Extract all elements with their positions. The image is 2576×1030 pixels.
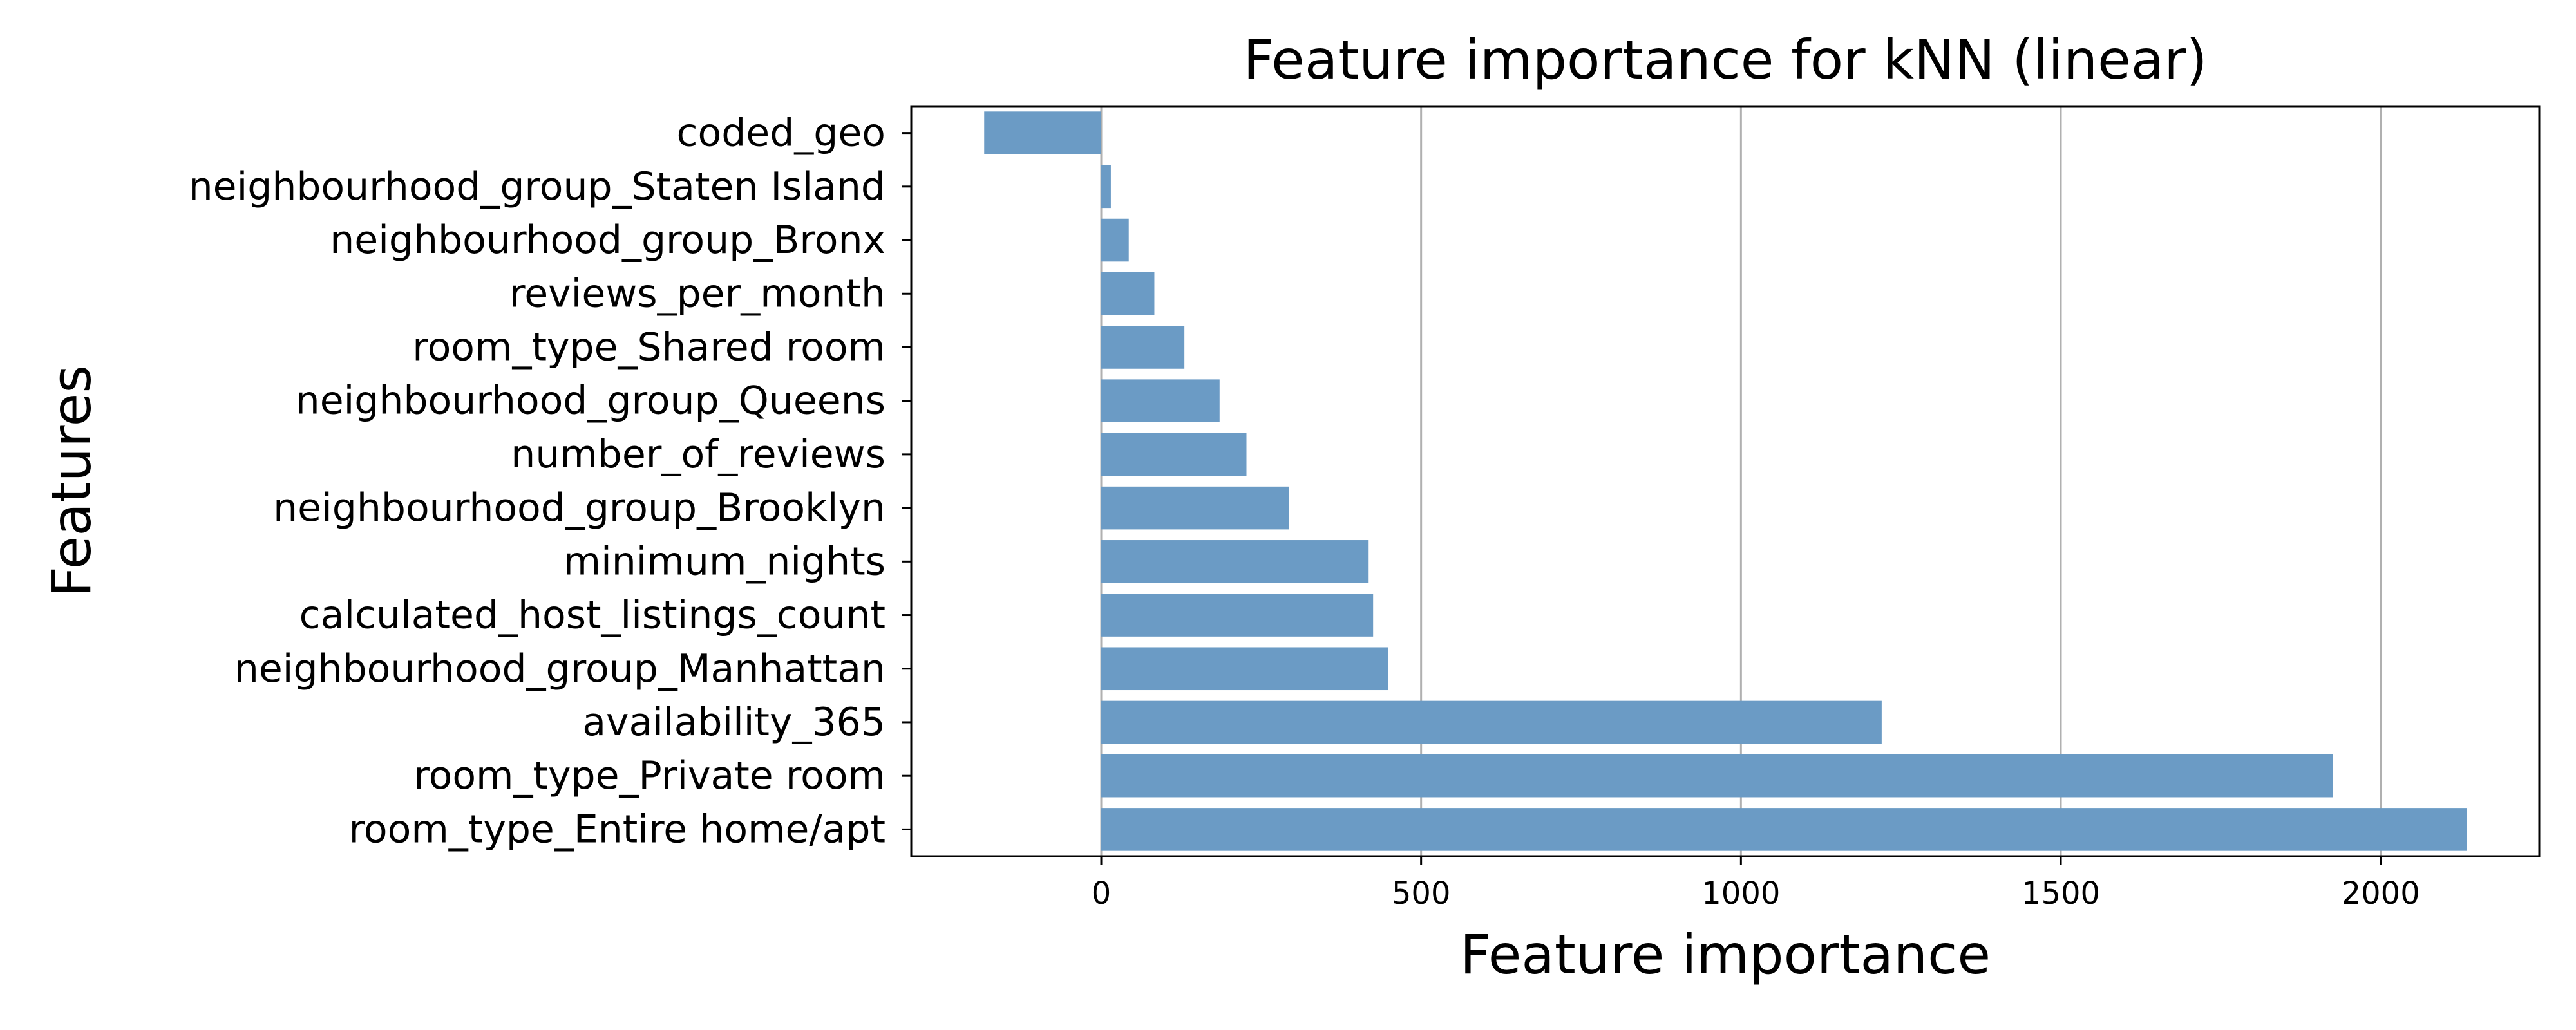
- bar: [1101, 754, 2333, 798]
- bar: [1101, 647, 1388, 691]
- y-tick-label: neighbourhood_group_Brooklyn: [273, 485, 886, 530]
- y-tick-label: neighbourhood_group_Staten Island: [189, 164, 886, 209]
- plot-frame: [910, 105, 2541, 857]
- y-tick-label: calculated_host_listings_count: [299, 593, 886, 638]
- y-tick-label: neighbourhood_group_Manhattan: [234, 646, 886, 691]
- x-tick-label: 500: [1392, 876, 1451, 912]
- x-tick-label: 0: [1092, 876, 1112, 912]
- y-tick-label: room_type_Private room: [413, 753, 886, 798]
- y-tick-label: coded_geo: [677, 111, 886, 156]
- y-tick-label: availability_365: [582, 700, 886, 745]
- x-tick-label: 1000: [1701, 876, 1780, 912]
- y-tick-label: neighbourhood_group_Bronx: [330, 218, 886, 263]
- bar: [1101, 808, 2467, 851]
- y-tick-label: room_type_Shared room: [412, 324, 886, 370]
- x-ticks: 0 500 1000 1500 2000: [1092, 856, 2420, 912]
- x-axis-title: Feature importance: [1460, 923, 1991, 986]
- bar: [1101, 218, 1129, 262]
- bar: [1101, 379, 1220, 422]
- bar: [1101, 594, 1374, 637]
- x-tick-label: 1500: [2022, 876, 2100, 912]
- bar: [1101, 165, 1111, 209]
- bar: [1101, 272, 1155, 315]
- bar: [1101, 326, 1185, 369]
- y-tick-label: reviews_per_month: [509, 271, 886, 316]
- bar: [1101, 486, 1289, 530]
- y-tick-label: neighbourhood_group_Queens: [296, 379, 886, 424]
- bar: [984, 111, 1102, 154]
- chart-title: Feature importance for kNN (linear): [1243, 28, 2207, 91]
- bar: [1101, 700, 1882, 744]
- bars: [984, 111, 2467, 851]
- y-axis-title: Features: [40, 365, 103, 597]
- y-tick-label: room_type_Entire home/apt: [349, 807, 886, 852]
- y-tick-label: number_of_reviews: [511, 432, 886, 477]
- y-ticks: room_type_Entire home/apt room_type_Priva…: [189, 111, 911, 852]
- x-tick-label: 2000: [2342, 876, 2420, 912]
- bar: [1101, 540, 1369, 583]
- bar: [1101, 433, 1247, 476]
- y-tick-label: minimum_nights: [564, 539, 886, 584]
